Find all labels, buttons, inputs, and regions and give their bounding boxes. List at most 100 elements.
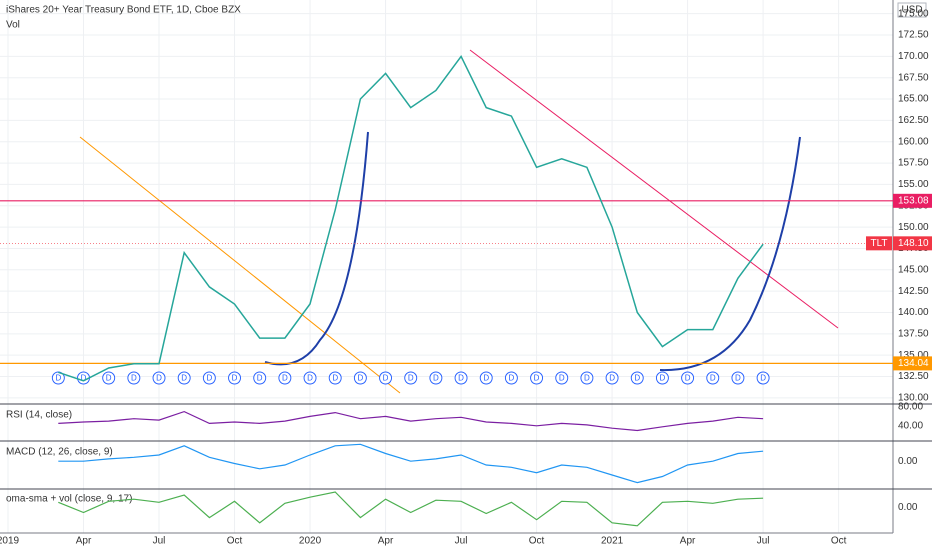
- dividend-label: D: [634, 374, 640, 383]
- x-tick-label: Jul: [153, 536, 166, 547]
- dividend-label: D: [584, 374, 590, 383]
- dividend-marker: [404, 371, 418, 385]
- dividend-marker: [379, 371, 393, 385]
- price-label-bg: [893, 193, 932, 208]
- dividend-label: D: [609, 374, 615, 383]
- dividend-label: D: [206, 374, 212, 383]
- dividend-marker: [102, 371, 116, 385]
- dividend-label: D: [307, 374, 313, 383]
- x-tick-label: Apr: [76, 536, 92, 547]
- dividend-label: D: [282, 374, 288, 383]
- dividend-marker: [731, 371, 745, 385]
- price-label: 148.10: [898, 238, 929, 249]
- dividend-label: D: [181, 374, 187, 383]
- dividend-label: D: [55, 374, 61, 383]
- chart-title: iShares 20+ Year Treasury Bond ETF, 1D, …: [6, 5, 241, 16]
- dividend-marker: [454, 371, 468, 385]
- y-tick-label: 150.00: [898, 222, 929, 233]
- series-line: [58, 410, 764, 432]
- x-tick-label: 2021: [601, 536, 624, 547]
- x-tick-label: Jul: [455, 536, 468, 547]
- currency-box: [897, 2, 927, 18]
- dividend-label: D: [710, 374, 716, 383]
- pane-title: oma-sma + vol (close, 9, 17): [6, 494, 132, 505]
- dividend-marker: [177, 371, 191, 385]
- volume-label: Vol: [6, 20, 20, 31]
- y-tick-label: 130.00: [898, 393, 929, 404]
- y-tick-label: 140.00: [898, 307, 929, 318]
- dividend-marker: [630, 371, 644, 385]
- dividend-label: D: [735, 374, 741, 383]
- y-tick-label: 135.00: [898, 350, 929, 361]
- dividend-marker: [228, 371, 242, 385]
- y-tick-label: 132.50: [898, 371, 929, 382]
- dividend-label: D: [534, 374, 540, 383]
- y-tick-label: 167.50: [898, 72, 929, 83]
- dividend-label: D: [81, 374, 87, 383]
- x-tick-label: Oct: [227, 536, 243, 547]
- y-tick-label: 162.50: [898, 115, 929, 126]
- price-label: 134.04: [898, 358, 929, 369]
- y-tick-label: 0.00: [898, 456, 918, 467]
- x-tick-label: Jul: [757, 536, 770, 547]
- dividend-marker: [253, 371, 267, 385]
- dividend-label: D: [483, 374, 489, 383]
- series-line: [58, 54, 764, 382]
- dividend-marker: [429, 371, 443, 385]
- dividend-label: D: [408, 374, 414, 383]
- currency: USD: [901, 5, 922, 16]
- dividend-marker: [127, 371, 141, 385]
- y-tick-label: 137.50: [898, 328, 929, 339]
- y-tick-label: 175.00: [898, 8, 929, 19]
- dividend-label: D: [559, 374, 565, 383]
- dividend-label: D: [156, 374, 162, 383]
- x-tick-label: Oct: [529, 536, 545, 547]
- dividend-marker: [555, 371, 569, 385]
- dividend-label: D: [458, 374, 464, 383]
- dividend-marker: [479, 371, 493, 385]
- dividend-label: D: [106, 374, 112, 383]
- dividend-marker: [51, 371, 65, 385]
- y-tick-label: 172.50: [898, 30, 929, 41]
- series-line: [58, 491, 764, 527]
- dividend-marker: [328, 371, 342, 385]
- y-tick-label: 170.00: [898, 51, 929, 62]
- y-tick-label: 80.00: [898, 402, 923, 413]
- x-tick-label: 2019: [0, 536, 20, 547]
- dividend-label: D: [685, 374, 691, 383]
- y-tick-label: 40.00: [898, 420, 923, 431]
- dividend-marker: [530, 371, 544, 385]
- dividend-marker: [580, 371, 594, 385]
- dividend-label: D: [433, 374, 439, 383]
- symbol-label: TLT: [870, 238, 887, 249]
- dividend-marker: [706, 371, 720, 385]
- price-label: 153.08: [898, 195, 929, 206]
- x-tick-label: Oct: [831, 536, 847, 547]
- y-tick-label: 142.50: [898, 286, 929, 297]
- dividend-marker: [655, 371, 669, 385]
- pane-title: MACD (12, 26, close, 9): [6, 447, 113, 458]
- series-line: [58, 443, 764, 484]
- grid: [0, 0, 893, 533]
- dividend-marker: [303, 371, 317, 385]
- x-tick-label: Apr: [378, 536, 394, 547]
- y-tick-label: 165.00: [898, 94, 929, 105]
- dividend-marker: [756, 371, 770, 385]
- y-tick-label: 0.00: [898, 502, 918, 513]
- dividend-marker: [681, 371, 695, 385]
- dividend-label: D: [357, 374, 363, 383]
- dividend-marker: [353, 371, 367, 385]
- x-tick-label: Apr: [680, 536, 696, 547]
- dividend-label: D: [332, 374, 338, 383]
- dividend-marker: [605, 371, 619, 385]
- y-tick-label: 160.00: [898, 136, 929, 147]
- dividend-label: D: [257, 374, 263, 383]
- dividend-label: D: [383, 374, 389, 383]
- dividend-marker: [202, 371, 216, 385]
- dividend-label: D: [760, 374, 766, 383]
- price-label-bg: [893, 236, 932, 251]
- dividend-marker: [504, 371, 518, 385]
- dividend-label: D: [232, 374, 238, 383]
